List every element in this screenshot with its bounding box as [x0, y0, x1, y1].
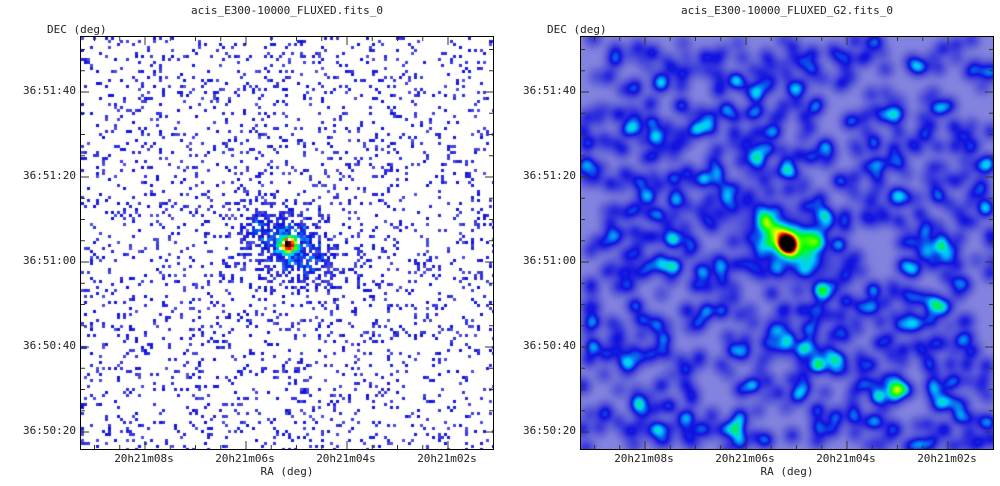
- y-tick-label: 36:51:20: [23, 169, 76, 182]
- y-tick-label: 36:51:00: [523, 254, 576, 267]
- x-tick-label: 20h21m02s: [917, 452, 977, 465]
- image-plot[interactable]: [580, 36, 994, 450]
- x-tick-label: 20h21m08s: [114, 452, 174, 465]
- axis-ticks: [81, 37, 493, 449]
- x-tick-label: 20h21m02s: [417, 452, 477, 465]
- x-axis-label: RA (deg): [760, 465, 814, 478]
- axis-ticks: [581, 37, 993, 449]
- y-tick-label: 36:50:20: [23, 424, 76, 437]
- x-tick-label: 20h21m08s: [614, 452, 674, 465]
- x-tick-label: 20h21m04s: [316, 452, 376, 465]
- smoothed-image: [581, 37, 993, 449]
- x-tick-label: 20h21m06s: [715, 452, 775, 465]
- y-tick-label: 36:51:20: [523, 169, 576, 182]
- x-axis-label: RA (deg): [260, 465, 314, 478]
- y-tick-label: 36:50:40: [23, 339, 76, 352]
- y-tick-label: 36:51:40: [523, 84, 576, 97]
- panel-title: acis_E300-10000_FLUXED_G2.fits_0: [681, 4, 893, 17]
- y-tick-label: 36:51:40: [23, 84, 76, 97]
- y-tick-label: 36:50:20: [523, 424, 576, 437]
- y-tick-label: 36:51:00: [23, 254, 76, 267]
- y-axis-label: DEC (deg): [547, 23, 607, 36]
- counts-image: [81, 37, 493, 449]
- x-tick-label: 20h21m06s: [215, 452, 275, 465]
- right-image-panel: acis_E300-10000_FLUXED_G2.fits_0 DEC (de…: [500, 0, 1000, 486]
- x-tick-label: 20h21m04s: [816, 452, 876, 465]
- y-tick-label: 36:50:40: [523, 339, 576, 352]
- panel-title: acis_E300-10000_FLUXED.fits_0: [190, 4, 384, 17]
- y-axis-label: DEC (deg): [47, 23, 107, 36]
- left-image-panel: acis_E300-10000_FLUXED.fits_0 DEC (deg) …: [23, 4, 494, 478]
- image-plot[interactable]: [80, 36, 494, 450]
